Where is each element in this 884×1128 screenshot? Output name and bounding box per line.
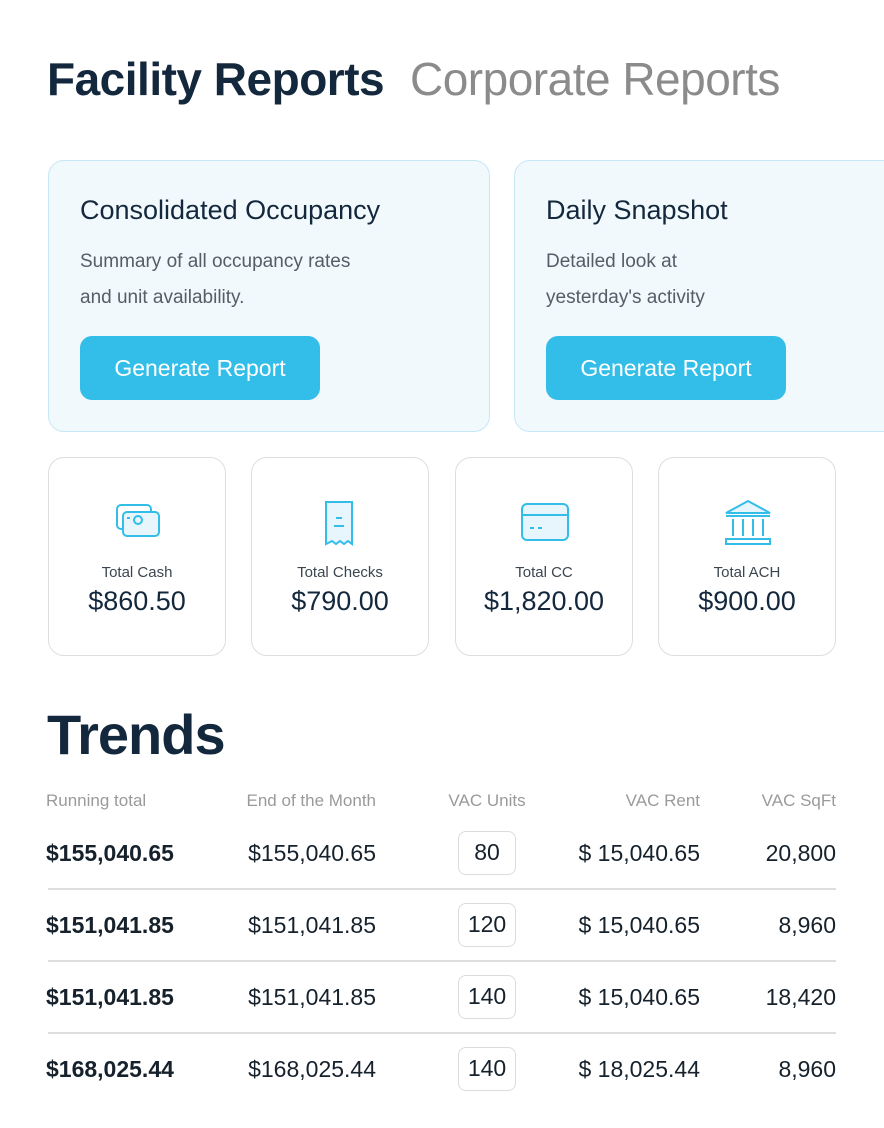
table-cell: 8,960 <box>778 1056 836 1082</box>
row-divider <box>48 960 836 962</box>
column-header: VAC SqFt <box>761 791 836 810</box>
table-cell: $151,041.85 <box>248 984 376 1010</box>
generate-button[interactable]: Generate Report <box>546 336 786 400</box>
column-header: End of the Month <box>246 791 376 810</box>
stat-value: $900.00 <box>698 586 796 616</box>
stat-value: $790.00 <box>291 586 389 616</box>
report-card: Daily Snapshot Detailed look at yesterda… <box>514 160 884 432</box>
table-cell: 18,420 <box>765 984 836 1010</box>
stat-card: Total Cash $860.50 <box>48 457 226 656</box>
table-cell: $151,041.85 <box>46 912 174 938</box>
table-cell: $155,040.65 <box>248 840 376 866</box>
column-header: Running total <box>46 791 147 810</box>
bank-icon <box>725 499 771 545</box>
check-icon <box>325 501 353 546</box>
section-title: Trends <box>47 703 226 766</box>
card-description: Detailed look at <box>546 251 677 272</box>
card-description: and unit availability. <box>80 287 245 308</box>
table-cell: $168,025.44 <box>46 1056 174 1082</box>
stat-card: Total Checks $790.00 <box>251 457 429 656</box>
row-divider <box>48 888 836 890</box>
table-cell: $151,041.85 <box>46 984 174 1010</box>
column-header: VAC Rent <box>625 791 700 810</box>
stat-value: $1,820.00 <box>483 586 605 616</box>
stat-card: Total ACH $900.00 <box>658 457 836 656</box>
stat-card: Total CC $1,820.00 <box>455 457 633 656</box>
stat-label: Total ACH <box>713 564 781 581</box>
stat-value: $860.50 <box>88 586 186 616</box>
card-title: Daily Snapshot <box>546 195 728 225</box>
units-cell: 120 <box>458 903 516 947</box>
table-cell: $ 15,040.65 <box>578 912 700 938</box>
stat-label: Total Checks <box>297 564 383 581</box>
stat-label: Total Cash <box>101 564 173 581</box>
card-icon <box>521 503 569 541</box>
tab[interactable]: Facility Reports <box>47 53 385 105</box>
card-title: Consolidated Occupancy <box>80 195 381 225</box>
report-card: Consolidated Occupancy Summary of all oc… <box>48 160 490 432</box>
table-cell: 8,960 <box>778 912 836 938</box>
row-divider <box>48 1032 836 1034</box>
table-cell: 20,800 <box>765 840 836 866</box>
card-description: Summary of all occupancy rates <box>80 251 351 272</box>
cash-icon <box>116 504 160 537</box>
units-cell: 80 <box>458 831 516 875</box>
card-description: yesterday's activity <box>546 287 705 308</box>
table-cell: $ 18,025.44 <box>578 1056 700 1082</box>
tab[interactable]: Corporate Reports <box>410 53 780 105</box>
stat-label: Total CC <box>515 564 573 581</box>
column-header: VAC Units <box>448 791 526 810</box>
table-cell: $ 15,040.65 <box>578 984 700 1010</box>
table-cell: $155,040.65 <box>46 840 174 866</box>
units-cell: 140 <box>458 1047 516 1091</box>
units-cell: 140 <box>458 975 516 1019</box>
table-cell: $168,025.44 <box>248 1056 376 1082</box>
table-cell: $ 15,040.65 <box>578 840 700 866</box>
generate-button[interactable]: Generate Report <box>80 336 320 400</box>
table-cell: $151,041.85 <box>248 912 376 938</box>
